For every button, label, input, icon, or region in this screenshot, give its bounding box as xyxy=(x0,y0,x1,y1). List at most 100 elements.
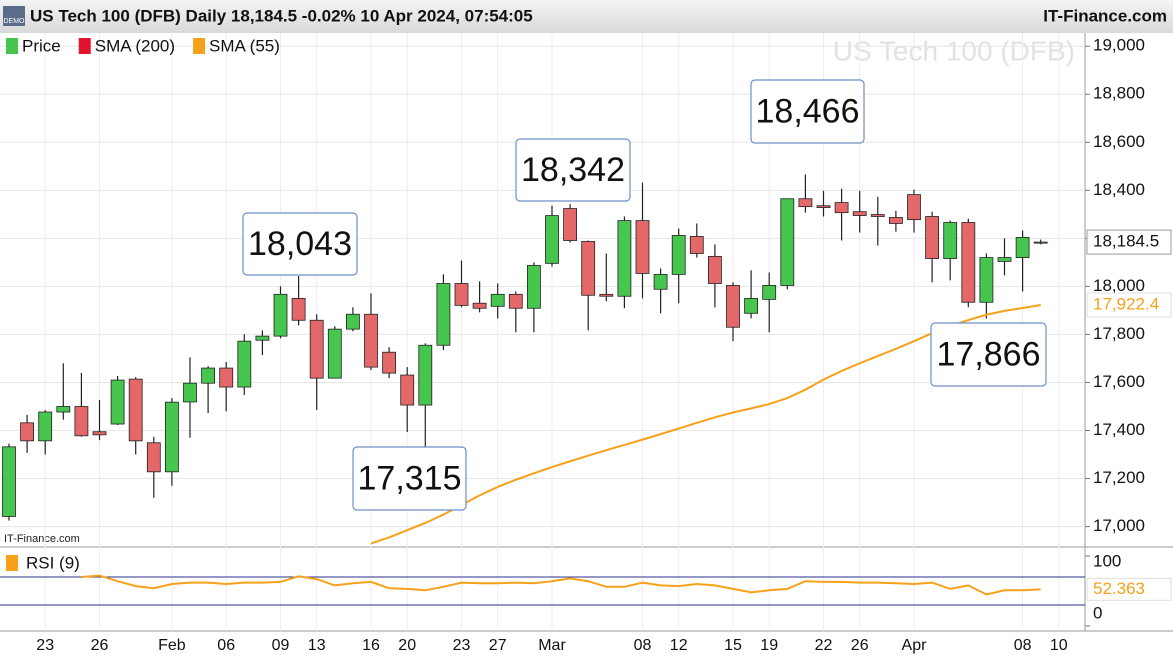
candle-body xyxy=(689,236,704,254)
y-tick-label: 19,000 xyxy=(1093,36,1145,55)
annotation-box xyxy=(515,138,631,202)
y-tick-label: 18,400 xyxy=(1093,180,1145,199)
candle-body xyxy=(92,431,107,436)
candle-body xyxy=(563,208,577,241)
candle-body xyxy=(146,442,161,473)
x-tick-label: Mar xyxy=(538,637,566,654)
candle-body xyxy=(38,411,53,442)
candle-body xyxy=(671,235,686,275)
y-tick-label: 17,000 xyxy=(1093,516,1145,535)
candle-body xyxy=(382,351,397,374)
candle-body xyxy=(798,198,813,208)
candle-body xyxy=(74,406,89,437)
x-tick-label: 13 xyxy=(308,637,326,654)
candle-body xyxy=(183,382,197,403)
rsi-value-box xyxy=(1086,577,1172,601)
candle-body xyxy=(997,257,1012,262)
candle-body xyxy=(345,313,360,330)
sma-line xyxy=(370,304,1041,545)
annotation-box xyxy=(242,212,358,276)
candle-body xyxy=(508,293,523,309)
candle-body xyxy=(635,220,650,274)
y-tick-label: 17,200 xyxy=(1093,468,1145,487)
candle-body xyxy=(816,205,831,209)
x-tick-label: 12 xyxy=(670,637,688,654)
candle-body xyxy=(237,340,252,388)
candle-body xyxy=(943,222,958,259)
sma-value-label: 17,922.4 xyxy=(1093,295,1159,314)
candle-body xyxy=(255,335,270,341)
x-tick-label: 26 xyxy=(91,637,109,654)
candle-body xyxy=(762,285,777,300)
y-tick-label: 17,600 xyxy=(1093,372,1145,391)
candle-body xyxy=(545,215,559,264)
x-tick-label: 23 xyxy=(453,637,471,654)
candle-body xyxy=(581,241,596,296)
watermark: US Tech 100 (DFB) xyxy=(833,35,1075,66)
x-tick-label: Feb xyxy=(158,637,186,654)
candle-body xyxy=(128,378,143,442)
candle-body xyxy=(852,211,867,216)
candle-body xyxy=(309,319,324,379)
x-tick-label: 19 xyxy=(760,637,778,654)
candle-body xyxy=(870,214,885,217)
rsi-value-label: 52.363 xyxy=(1093,579,1145,598)
candle-body xyxy=(472,302,487,309)
candle-body xyxy=(201,367,216,384)
candle-body xyxy=(400,374,415,406)
y-tick-label: 18,600 xyxy=(1093,132,1145,151)
y-tick-label: 0 xyxy=(1093,603,1102,622)
candle-body xyxy=(1033,241,1048,244)
candle-body xyxy=(20,422,35,442)
x-tick-label: 27 xyxy=(489,637,507,654)
annotation-box xyxy=(750,79,865,144)
rsi-line xyxy=(81,574,1041,596)
legend-swatch xyxy=(6,555,18,571)
header-bar xyxy=(0,0,1173,33)
candle-body xyxy=(834,202,849,214)
candle-body xyxy=(907,194,921,221)
candle-body xyxy=(527,265,541,309)
candle-body xyxy=(2,446,16,517)
brand: IT-Finance.com xyxy=(1043,6,1167,25)
badge-text: DEMO xyxy=(4,18,26,25)
annotation-text: 18,043 xyxy=(248,225,352,263)
credit: IT-Finance.com xyxy=(4,533,80,545)
candle-body xyxy=(961,222,976,303)
annotation-box xyxy=(352,446,467,511)
candle-body xyxy=(327,328,342,379)
x-tick-label: 06 xyxy=(217,637,235,654)
candle-body xyxy=(925,216,939,259)
candle-body xyxy=(436,283,451,346)
candle-body xyxy=(1015,236,1030,258)
candle-body xyxy=(780,198,795,286)
last-price-box xyxy=(1086,229,1172,255)
legend-swatch xyxy=(78,38,91,54)
legend-swatch xyxy=(6,38,18,54)
candle-body xyxy=(744,298,758,314)
candle-body xyxy=(110,379,125,425)
candle-body xyxy=(889,217,903,224)
legend-label: SMA (200) xyxy=(95,36,175,55)
y-tick-label: 18,000 xyxy=(1093,276,1145,295)
candle-body xyxy=(653,273,668,290)
candle-body xyxy=(164,401,179,473)
legend-label: SMA (55) xyxy=(209,36,280,55)
x-tick-label: 15 xyxy=(724,637,742,654)
annotation-text: 17,866 xyxy=(937,335,1041,373)
candle-body xyxy=(219,367,234,388)
sma-value-box xyxy=(1086,292,1172,318)
badge xyxy=(3,6,25,26)
annotation-text: 18,466 xyxy=(756,92,860,130)
annotation-text: 17,315 xyxy=(358,459,462,497)
x-tick-label: 22 xyxy=(815,637,833,654)
header-title: US Tech 100 (DFB) Daily 18,184.5 -0.02% … xyxy=(30,6,533,25)
candle-body xyxy=(979,257,994,303)
annotation-box xyxy=(930,322,1047,387)
candle-body xyxy=(291,298,306,321)
legend-label: Price xyxy=(22,36,61,55)
candle-body xyxy=(726,285,740,328)
last-price-label: 18,184.5 xyxy=(1093,232,1159,251)
candle-body xyxy=(273,293,288,337)
